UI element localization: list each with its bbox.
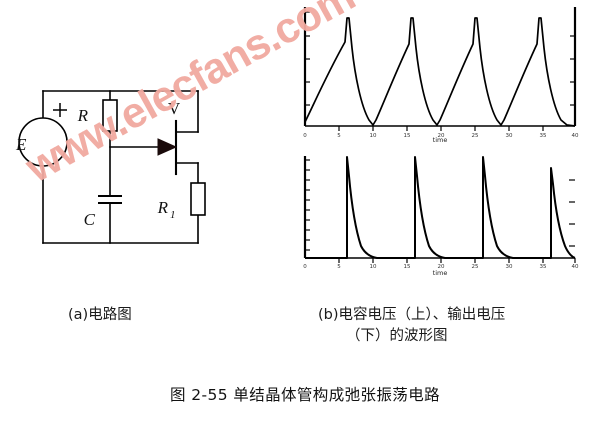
- chart-bot-trace: [305, 156, 576, 259]
- svg-text:20: 20: [438, 264, 445, 270]
- label-resistor-r1-subscript: 1: [170, 209, 176, 221]
- chart-top-tick-labels: 0 5 10 15 20 25 30 35 40: [303, 133, 579, 139]
- chart-output-voltage: 0 5 10 15 20 25 30 35 40 time: [303, 156, 579, 277]
- polarity-plus-icon: [53, 103, 67, 117]
- circuit-diagram: R C E V R 1: [15, 90, 206, 244]
- chart-top-x-ticks: [338, 126, 544, 131]
- svg-text:25: 25: [472, 133, 479, 139]
- svg-text:35: 35: [540, 133, 547, 139]
- chart-top-right-ticks: [570, 35, 575, 106]
- chart-bot-right-ticks: [569, 179, 575, 247]
- svg-text:5: 5: [337, 133, 341, 139]
- svg-text:20: 20: [438, 133, 445, 139]
- chart-capacitor-voltage: 0 5 10 15 20 25 30 35 40 time: [303, 7, 579, 142]
- label-capacitor-c: C: [84, 210, 96, 229]
- svg-text:10: 10: [370, 133, 377, 139]
- chart-top-trace: [304, 17, 576, 127]
- figure-caption: 图 2-55 单结晶体管构成弛张振荡电路: [169, 386, 441, 404]
- chart-top-xlabel: time: [433, 136, 448, 142]
- capacitor-c-symbol: [98, 195, 122, 204]
- label-resistor-r1: R: [157, 198, 169, 217]
- caption-panel-b-line2: （下）的波形图: [346, 328, 448, 345]
- chart-top-y-ticks: [305, 11, 310, 106]
- label-transistor-v: V: [168, 99, 181, 118]
- svg-text:30: 30: [506, 133, 513, 139]
- svg-text:15: 15: [404, 133, 411, 139]
- svg-text:30: 30: [506, 264, 513, 270]
- svg-text:25: 25: [472, 264, 479, 270]
- svg-text:0: 0: [303, 133, 307, 139]
- ujt-emitter-arrow-icon: [157, 138, 178, 156]
- label-source-e: E: [15, 135, 27, 154]
- chart-bot-y-ticks: [305, 159, 310, 251]
- dc-source-symbol: [18, 117, 68, 167]
- svg-text:35: 35: [540, 264, 547, 270]
- caption-panel-a: (a)电路图: [68, 307, 132, 323]
- resistor-r-symbol: [102, 99, 118, 132]
- svg-text:5: 5: [337, 264, 341, 270]
- resistor-r1-symbol: [190, 182, 206, 216]
- chart-bot-tick-labels: 0 5 10 15 20 25 30 35 40: [303, 264, 579, 270]
- svg-text:40: 40: [572, 133, 579, 139]
- svg-text:40: 40: [572, 264, 579, 270]
- svg-text:10: 10: [370, 264, 377, 270]
- chart-bot-xlabel: time: [433, 269, 448, 277]
- svg-text:15: 15: [404, 264, 411, 270]
- svg-text:0: 0: [303, 264, 307, 270]
- label-resistor-r: R: [77, 106, 89, 125]
- caption-panel-b-line1: (b)电容电压（上）、输出电压: [318, 307, 506, 323]
- caption-panel-b: (b)电容电压（上）、输出电压 （下）的波形图: [318, 305, 598, 347]
